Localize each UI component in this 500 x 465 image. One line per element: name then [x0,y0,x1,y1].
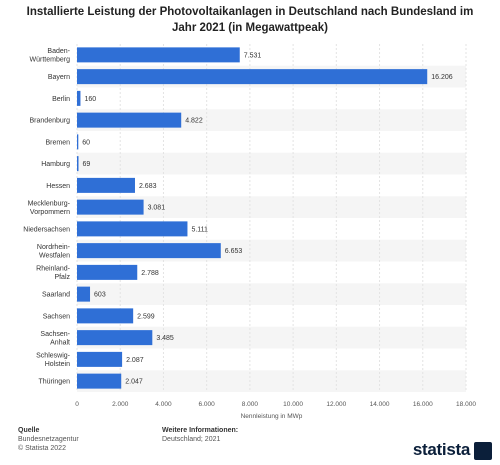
value-label: 4.822 [185,118,203,125]
x-tick-label: 8.000 [242,401,259,408]
x-axis-label: Nennleistung in MWp [241,413,303,420]
bar [77,199,144,215]
bar [77,308,134,324]
value-label: 16.206 [431,74,453,81]
statista-logo[interactable]: statista [412,440,470,459]
category-label: Sachsen [43,313,70,320]
category-label: Mecklenburg- [28,200,71,207]
category-label: Sachsen- [40,331,70,338]
bar [77,90,81,106]
source-block: Quelle Bundesnetzagentur © Statista 2022 [18,426,79,453]
bar [77,286,91,302]
statista-logo-mark [474,442,492,460]
category-label: Vorpommern [30,209,70,216]
category-label: Pfalz [54,274,70,281]
category-label: Württemberg [30,57,71,64]
x-tick-label: 2.000 [112,401,129,408]
value-label: 2.788 [141,270,159,277]
value-label: 3.485 [156,335,174,342]
value-label: 2.047 [125,379,143,386]
source-heading: Quelle [18,427,40,434]
x-tick-label: 4.000 [155,401,172,408]
info-heading: Weitere Informationen: [162,427,239,434]
bar [77,177,135,193]
bar [77,112,182,128]
bar [77,243,221,259]
row-band [77,152,466,175]
value-label: 2.683 [139,183,157,190]
bar [77,330,153,346]
category-label: Brandenburg [30,118,71,125]
value-label: 2.087 [126,357,144,364]
category-label: Baden- [47,48,70,55]
x-tick-label: 16.000 [413,401,433,408]
value-label: 603 [94,292,106,299]
category-label: Hessen [46,183,70,190]
category-label: Bremen [45,139,70,146]
category-label: Berlin [52,96,70,103]
value-label: 6.653 [225,248,243,255]
chart-title: Installierte Leistung der Photovoltaikan… [26,6,474,34]
bar-chart: 7.531 Baden- Württemberg 16.206 Bayern 160 Ber… [23,44,476,420]
category-label: Rheinland- [36,266,71,273]
x-tick-label: 6.000 [199,401,216,408]
category-label: Thüringen [38,379,70,386]
x-tick-label: 14.000 [370,401,390,408]
value-label: 2.599 [137,313,155,320]
row-band [77,196,466,218]
row-band [77,370,466,392]
bar [77,373,122,389]
value-label: 69 [82,161,90,168]
bar [77,221,188,237]
bar [77,47,240,63]
row-band [77,283,466,305]
x-tick-label: 0 [75,401,79,408]
category-label: Schleswig- [36,353,71,360]
info-block: Weitere Informationen: Deutschland; 2021 [162,426,238,444]
bar [77,264,138,280]
value-label: 7.531 [244,52,262,59]
value-label: 160 [84,96,96,103]
source-line-1: Bundesnetzagentur [18,436,79,443]
bar [77,134,79,150]
category-label: Niedersachsen [23,226,70,233]
value-label: 60 [82,139,90,146]
value-label: 5.111 [191,226,208,233]
source-line-2: © Statista 2022 [18,445,66,452]
x-tick-label: 12.000 [326,401,346,408]
category-label: Bayern [48,74,70,81]
bar [77,69,428,85]
category-label: Nordrhein- [37,244,71,251]
category-label: Holstein [45,361,70,368]
category-label: Saarland [42,292,70,299]
category-label: Westfalen [39,252,70,259]
bar [77,351,123,367]
row-band [77,326,466,349]
x-tick-label: 18.000 [456,401,476,408]
category-label: Hamburg [41,161,70,168]
value-label: 3.081 [148,205,166,212]
info-line-1: Deutschland; 2021 [162,436,221,443]
x-tick-label: 10.000 [283,401,303,408]
category-label: Anhalt [50,339,70,346]
bar [77,156,79,172]
